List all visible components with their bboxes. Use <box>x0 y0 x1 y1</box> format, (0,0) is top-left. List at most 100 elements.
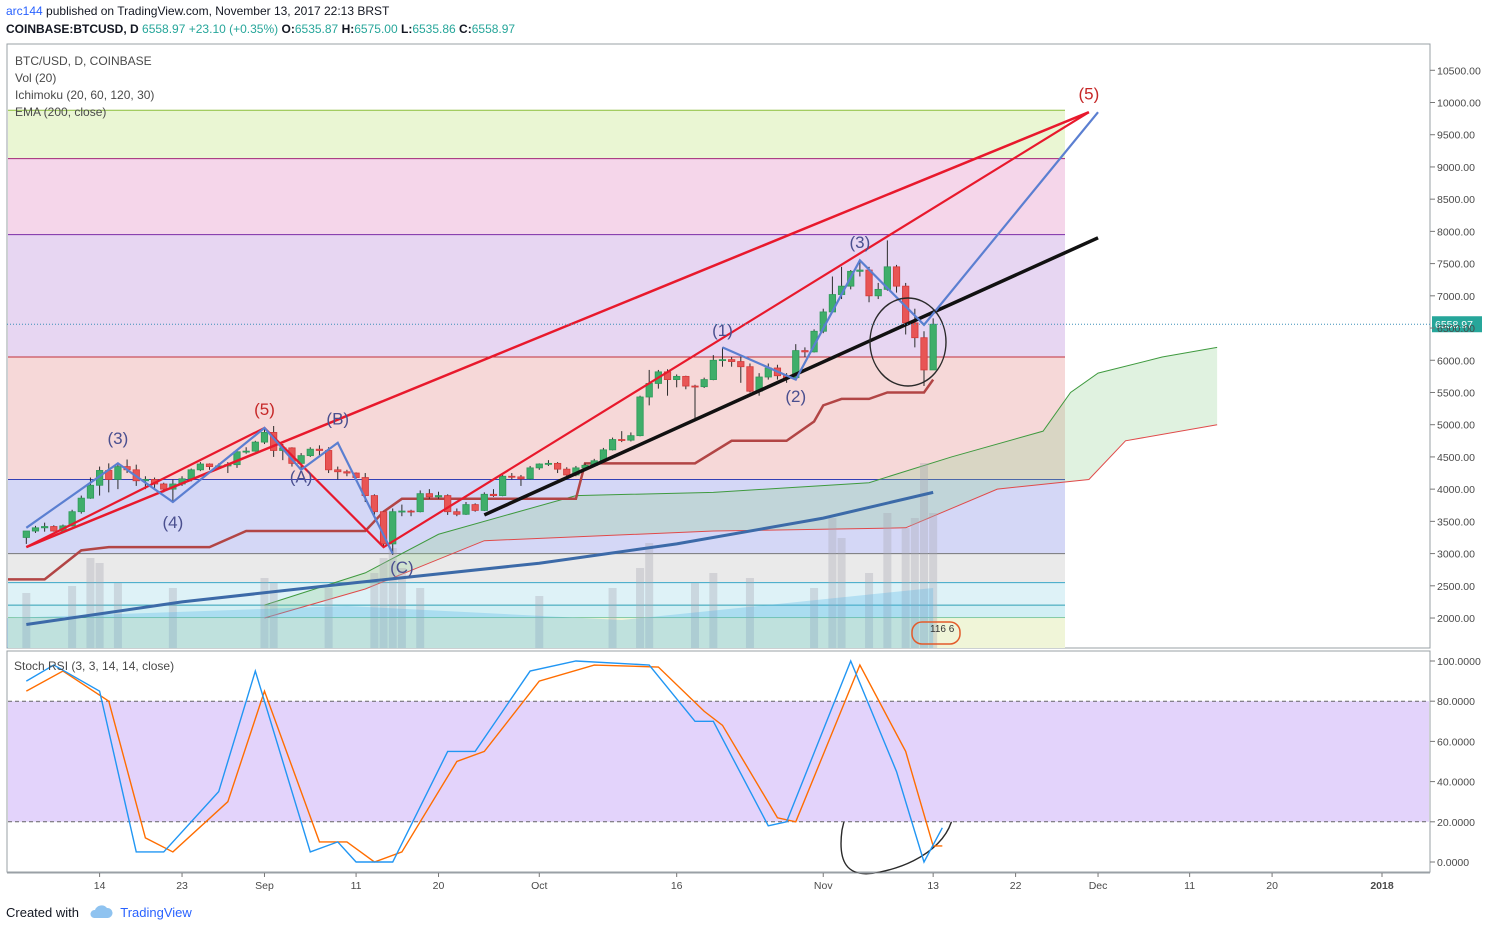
volume-bar <box>691 583 699 648</box>
candle <box>444 494 452 515</box>
annotation-circle[interactable] <box>869 297 947 387</box>
time-tick-label: Sep <box>255 880 274 892</box>
wave-label: (B) <box>326 410 349 429</box>
symbol-name: COINBASE:BTCUSD, D <box>6 22 139 36</box>
volume-bar <box>636 568 645 648</box>
candle-body <box>563 468 571 476</box>
candle-body <box>471 504 479 511</box>
volume-bar <box>920 463 928 648</box>
price-tick-label: 3000.00 <box>1437 549 1475 561</box>
volume-bar <box>810 588 819 648</box>
low-label: L: <box>400 22 413 36</box>
candle-body <box>892 266 901 287</box>
volume-bar <box>608 588 617 648</box>
price-tick-label: 5000.00 <box>1437 420 1475 432</box>
candle <box>425 489 433 499</box>
stoch-k-line <box>25 659 943 864</box>
candle-body <box>746 366 754 392</box>
elliott-wave-red[interactable] <box>25 111 1090 549</box>
price-tick-label: 4500.00 <box>1437 452 1475 464</box>
wave-label: (C) <box>390 558 414 577</box>
price-tick-label: 6000.00 <box>1437 355 1475 367</box>
volume-bar <box>260 578 269 648</box>
legend-series-title[interactable]: BTC/USD, D, COINBASE <box>15 54 152 68</box>
elliott-wave-blue-2[interactable] <box>722 111 1099 382</box>
volume-bar <box>113 583 122 648</box>
candle <box>471 503 479 512</box>
candle <box>526 465 534 480</box>
volume-bar <box>370 573 379 648</box>
candle <box>673 374 681 388</box>
legend-ema[interactable]: EMA (200, close) <box>15 105 107 119</box>
volume-bar <box>901 528 910 648</box>
time-tick-label: 13 <box>927 880 939 892</box>
time-axis[interactable]: 14 23 Sep 11 20 Oct 16 Nov 13 22 Dec 11 20 2018 <box>7 872 1430 892</box>
candle-body <box>673 375 681 380</box>
ema-200-line <box>26 490 934 626</box>
candle-body <box>718 359 727 362</box>
candle-body <box>489 493 498 496</box>
oscillator-tick-label: 60.0000 <box>1437 736 1475 748</box>
fib-retracement[interactable] <box>8 109 1065 648</box>
candle-body <box>728 359 736 362</box>
time-tick-label: 2018 <box>1370 880 1394 892</box>
fib-zone <box>8 618 1065 648</box>
volume-bar <box>535 596 544 648</box>
candle-body <box>737 361 745 368</box>
support-trendline[interactable] <box>483 236 1099 517</box>
price-tick-label: 5500.00 <box>1437 387 1475 399</box>
volume-bar <box>910 518 919 648</box>
oscillator-tick-label: 100.0000 <box>1437 656 1481 668</box>
candle <box>700 377 708 388</box>
fib-zone <box>8 605 1065 619</box>
candle <box>260 429 269 445</box>
publish-info: published on TradingView.com, November 1… <box>46 4 390 18</box>
wave-label: (2) <box>785 387 806 406</box>
price-tick-label: 10000.00 <box>1437 98 1481 110</box>
elliott-wave-blue-1[interactable] <box>25 426 394 555</box>
volume-bar <box>324 588 333 648</box>
time-tick-label: 20 <box>1266 880 1278 892</box>
candle <box>242 447 250 454</box>
volume-bar <box>86 558 95 648</box>
event-badge-frame <box>911 621 961 645</box>
stoch-band <box>8 701 1429 822</box>
candle-body <box>407 510 415 513</box>
volume-bar <box>837 538 846 648</box>
legend-ichimoku[interactable]: Ichimoku (20, 60, 120, 30) <box>15 88 155 102</box>
candle <box>535 463 543 470</box>
legend-volume[interactable]: Vol (20) <box>15 71 57 85</box>
candle <box>233 449 241 468</box>
open-value: 6535.87 <box>294 22 339 36</box>
time-tick-label: 16 <box>671 880 683 892</box>
event-badge[interactable]: 116 6 <box>911 621 961 645</box>
author-link[interactable]: arc144 <box>6 4 43 18</box>
candle-body <box>416 493 424 513</box>
candle-body <box>196 463 204 471</box>
volume-bar <box>388 548 397 648</box>
volume-bar <box>269 583 278 648</box>
oscillator-tick-label: 0.0000 <box>1437 857 1469 869</box>
channel-trendline[interactable] <box>25 111 1090 549</box>
candle-body <box>160 483 168 490</box>
volume-bar <box>929 513 938 648</box>
tradingview-link[interactable]: TradingView <box>120 905 192 920</box>
candle-body <box>343 471 351 474</box>
candle <box>627 432 635 442</box>
candle-body <box>682 375 690 387</box>
price-tick-label: 9000.00 <box>1437 162 1475 174</box>
wave-label: (4) <box>162 513 183 532</box>
stoch-rsi-legend[interactable]: Stoch RSI (3, 3, 14, 14, close) <box>14 659 175 673</box>
candle-body <box>50 526 58 532</box>
created-with-text: Created with <box>6 905 79 920</box>
publish-header: arc144 published on TradingView.com, Nov… <box>6 4 389 18</box>
price-tick-label: 7000.00 <box>1437 291 1475 303</box>
price-axis[interactable]: 2000.00 2500.00 3000.00 3500.00 4000.00 4500.… <box>1430 65 1481 625</box>
price-change: +23.10 (+0.35%) <box>188 22 279 36</box>
time-tick-label: 11 <box>1184 880 1195 892</box>
high-value: 6575.00 <box>354 22 398 36</box>
candle <box>728 357 736 367</box>
candle <box>41 522 49 532</box>
oscillator-axis[interactable]: 0.0000 20.0000 40.0000 60.0000 80.0000 100.00… <box>1430 656 1481 869</box>
